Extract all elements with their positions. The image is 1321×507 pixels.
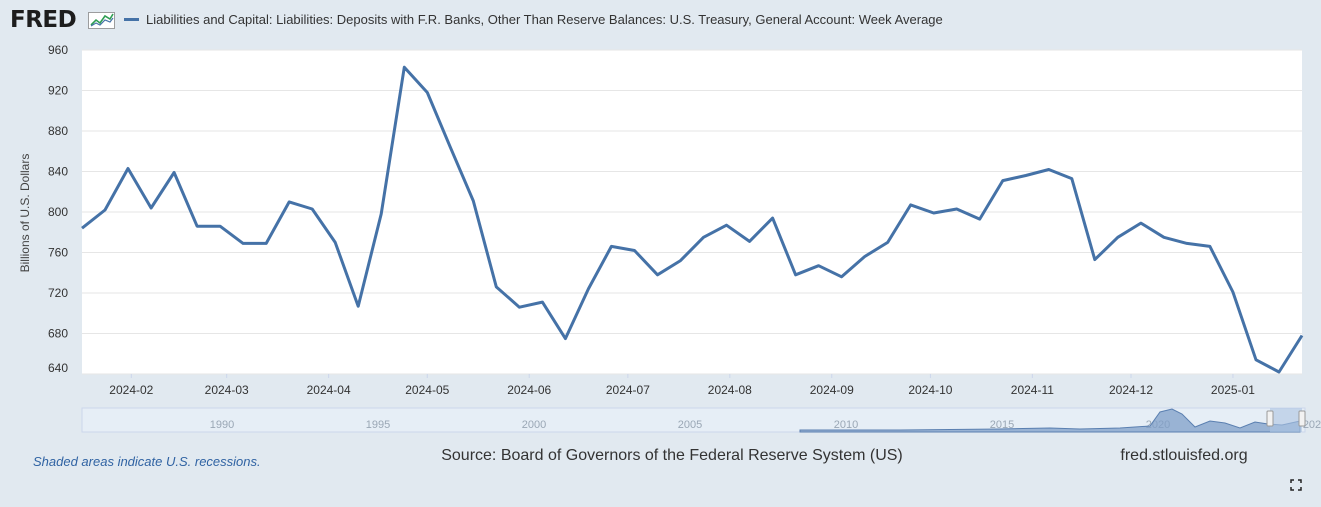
navigator-label: 2000	[522, 419, 546, 431]
y-tick-label: 840	[48, 165, 68, 179]
y-tick-label: 680	[48, 327, 68, 341]
navigator-label: 202	[1303, 419, 1321, 431]
site-link[interactable]: fred.stlouisfed.org	[1120, 447, 1248, 464]
fullscreen-icon[interactable]	[1290, 479, 1302, 491]
x-tick-label: 2024-12	[1109, 383, 1153, 397]
x-tick-label: 2025-01	[1211, 383, 1255, 397]
navigator-label: 1990	[210, 419, 234, 431]
x-tick-label: 2024-10	[908, 383, 952, 397]
y-tick-label: 920	[48, 84, 68, 98]
logo-text: FRED	[10, 7, 77, 33]
x-tick-label: 2024-06	[507, 383, 551, 397]
navigator-label: 2015	[990, 419, 1014, 431]
y-tick-label: 640	[48, 361, 68, 375]
source-text: Source: Board of Governors of the Federa…	[441, 447, 903, 464]
x-tick-label: 2024-05	[405, 383, 449, 397]
legend[interactable]: Liabilities and Capital: Liabilities: De…	[124, 12, 943, 27]
legend-series-name: Liabilities and Capital: Liabilities: De…	[146, 12, 943, 27]
x-tick-label: 2024-09	[810, 383, 854, 397]
x-tick-label: 2024-11	[1011, 383, 1054, 397]
recession-note: Shaded areas indicate U.S. recessions.	[33, 454, 261, 469]
navigator-selection	[1270, 408, 1302, 432]
navigator-label: 2005	[678, 419, 702, 431]
x-tick-label: 2024-07	[606, 383, 650, 397]
x-tick-label: 2024-03	[205, 383, 249, 397]
y-tick-label: 880	[48, 124, 68, 138]
y-tick-label: 800	[48, 205, 68, 219]
legend-swatch	[124, 18, 139, 21]
y-tick-label: 720	[48, 286, 68, 300]
line-chart-icon	[88, 12, 115, 29]
x-tick-label: 2024-08	[708, 383, 752, 397]
navigator-label: 2010	[834, 419, 858, 431]
navigator-label: 1995	[366, 419, 390, 431]
navigator-handle[interactable]	[1266, 410, 1274, 427]
navigator-handle[interactable]	[1298, 410, 1306, 427]
fred-logo[interactable]: FRED	[10, 7, 77, 33]
x-tick-label: 2024-02	[109, 383, 153, 397]
y-tick-label: 760	[48, 246, 68, 260]
x-tick-label: 2024-04	[307, 383, 351, 397]
y-tick-label: 960	[48, 43, 68, 57]
series-line	[81, 65, 1304, 374]
